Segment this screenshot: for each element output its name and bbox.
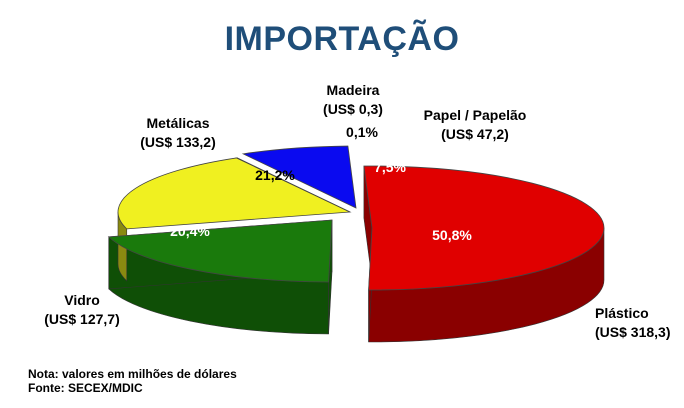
label-value-met-licas: (US$ 133,2)	[140, 134, 215, 150]
label-name-papel-papel-o: Papel / Papelão	[424, 107, 527, 123]
label-value-papel-papel-o: (US$ 47,2)	[441, 126, 509, 142]
slice-madeira	[235, 157, 351, 213]
label-name-madeira: Madeira	[327, 82, 380, 98]
slice-met-licas	[117, 157, 352, 230]
source-text: Fonte: SECEX/MDIC	[28, 381, 143, 395]
label-pct-vidro: 20,4%	[170, 223, 210, 239]
slice-pl-stico	[363, 165, 605, 291]
label-pct-pl-stico: 50,8%	[432, 227, 472, 243]
slice-vidro	[107, 219, 333, 283]
chart-title: IMPORTAÇÃO	[224, 20, 460, 58]
slice-papel-papel-o	[241, 145, 357, 209]
pie-tops	[107, 145, 605, 291]
pie-labels: Plástico (US$ 318,3) 50,8% Vidro (US$ 127,7)…	[44, 82, 670, 340]
label-pct-met-licas: 21,2%	[255, 167, 295, 183]
label-pct-papel-papel-o: 7,5%	[374, 159, 406, 175]
label-value-vidro: (US$ 127,7)	[44, 311, 119, 327]
label-name-met-licas: Metálicas	[146, 115, 209, 131]
label-value-pl-stico: (US$ 318,3)	[595, 324, 670, 340]
label-name-pl-stico: Plástico	[595, 305, 649, 321]
label-value-madeira: (US$ 0,3)	[323, 101, 383, 117]
note-text: Nota: valores em milhões de dólares	[28, 367, 237, 381]
label-pct-madeira: 0,1%	[346, 124, 378, 140]
label-name-vidro: Vidro	[64, 292, 100, 308]
